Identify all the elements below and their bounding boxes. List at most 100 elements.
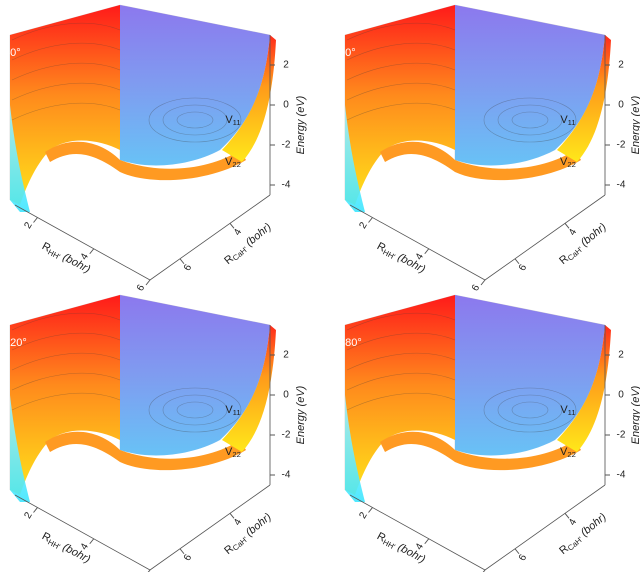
contour-line bbox=[11, 102, 121, 121]
surface-label: V11 bbox=[560, 114, 575, 127]
surface-cyan bbox=[10, 105, 30, 212]
label-unit: (bohr) bbox=[396, 251, 428, 276]
contour-line bbox=[148, 387, 242, 433]
x-tick bbox=[482, 569, 486, 572]
x-tick bbox=[368, 507, 373, 513]
z-tick-label: 0 bbox=[618, 100, 624, 111]
x-tick-label: 4 bbox=[414, 541, 427, 552]
contour-line bbox=[11, 332, 121, 351]
surface-wall bbox=[455, 295, 605, 456]
x-tick-label: 6 bbox=[470, 283, 483, 294]
contour-line bbox=[162, 394, 228, 426]
z-axis-label: Energy (eV) bbox=[630, 385, 640, 444]
label-unit: (bohr) bbox=[61, 251, 93, 276]
x-tick bbox=[33, 507, 38, 513]
label-unit: (bohr) bbox=[244, 221, 274, 249]
contour-line bbox=[346, 392, 456, 411]
z-tick-label: 0 bbox=[283, 100, 289, 111]
y-tick bbox=[514, 258, 520, 265]
contour-line bbox=[511, 401, 549, 419]
contour-line bbox=[346, 102, 456, 121]
y-tick bbox=[179, 548, 185, 555]
x-tick bbox=[480, 279, 486, 286]
contour-line bbox=[346, 332, 456, 351]
x-tick bbox=[424, 538, 430, 545]
contour-line bbox=[11, 22, 121, 41]
x-tick-label: 4 bbox=[79, 251, 92, 262]
surface-label: V22 bbox=[560, 156, 576, 169]
z-tick-label: 0 bbox=[283, 390, 289, 401]
y-tick-label: 4 bbox=[567, 227, 580, 238]
contour-line bbox=[346, 62, 456, 81]
surface-rise bbox=[557, 35, 611, 162]
x-tick bbox=[368, 217, 373, 223]
y-tick bbox=[564, 223, 570, 229]
contour-line bbox=[346, 22, 456, 41]
x-tick-label: 4 bbox=[414, 251, 427, 262]
surface-rise bbox=[222, 325, 276, 452]
surface-wall bbox=[10, 5, 120, 205]
x-tick-label: 2 bbox=[22, 510, 35, 521]
z-axis-label: Energy (eV) bbox=[295, 95, 307, 154]
z-tick-label: -2 bbox=[617, 430, 626, 441]
label-subscript: 22 bbox=[232, 450, 241, 459]
surface-label: V11 bbox=[560, 404, 575, 417]
z-tick-label: 0 bbox=[618, 390, 624, 401]
y-tick bbox=[564, 513, 570, 519]
label-unit: (bohr) bbox=[61, 541, 93, 566]
x-tick-label: 2 bbox=[22, 220, 35, 231]
x-tick-label: 6 bbox=[135, 283, 148, 294]
label-symbol: V bbox=[225, 404, 233, 416]
z-tick-label: 2 bbox=[618, 60, 624, 71]
surface-valley bbox=[380, 431, 581, 471]
label-subscript: 11 bbox=[568, 118, 576, 127]
y-tick bbox=[229, 513, 235, 519]
y-tick-label: 6 bbox=[517, 552, 530, 563]
x-tick-label: 4 bbox=[79, 541, 92, 552]
y-axis-label: RCaH' (bohr) bbox=[557, 221, 610, 268]
z-tick-label: -4 bbox=[282, 470, 291, 481]
contour-line bbox=[11, 62, 121, 81]
label-unit: (bohr) bbox=[579, 221, 609, 249]
z-tick-label: 2 bbox=[618, 350, 624, 361]
surface-label: V22 bbox=[225, 156, 241, 169]
x-tick bbox=[33, 217, 38, 223]
surface-wall bbox=[10, 295, 120, 495]
surface-wall bbox=[120, 5, 270, 166]
contour-line bbox=[11, 82, 121, 101]
label-unit: (bohr) bbox=[579, 511, 609, 539]
z-tick-label: -4 bbox=[617, 470, 626, 481]
contour-line bbox=[176, 111, 214, 129]
surface-wall bbox=[455, 5, 605, 166]
z-tick-label: -4 bbox=[282, 180, 291, 191]
z-axis-label: Energy (eV) bbox=[295, 385, 307, 444]
contour-line bbox=[11, 42, 121, 61]
y-tick-label: 4 bbox=[567, 517, 580, 528]
panel-title: 180° bbox=[339, 337, 362, 349]
surface-cyan bbox=[345, 395, 365, 502]
z-tick-label: -2 bbox=[282, 140, 291, 151]
y-tick-label: 6 bbox=[182, 262, 195, 273]
x-tick bbox=[89, 248, 95, 255]
contour-line bbox=[346, 42, 456, 61]
z-tick-label: -4 bbox=[617, 180, 626, 191]
y-tick-label: 6 bbox=[182, 552, 195, 563]
y-tick bbox=[514, 548, 520, 555]
y-axis-label: RCaH' (bohr) bbox=[222, 221, 275, 268]
label-subscript: 22 bbox=[567, 160, 576, 169]
z-tick-label: 2 bbox=[283, 60, 289, 71]
y-axis-label: RCaH' (bohr) bbox=[222, 511, 275, 558]
surface-label: V11 bbox=[225, 404, 240, 417]
surface-label: V22 bbox=[560, 446, 576, 459]
z-axis-label: Energy (eV) bbox=[630, 95, 640, 154]
z-tick-label: 2 bbox=[283, 350, 289, 361]
label-subscript: 11 bbox=[233, 408, 241, 417]
surface-wall bbox=[345, 5, 455, 205]
contour-line bbox=[11, 352, 121, 371]
label-unit: (bohr) bbox=[396, 541, 428, 566]
label-subscript: 11 bbox=[233, 118, 241, 127]
contour-line bbox=[148, 97, 242, 143]
